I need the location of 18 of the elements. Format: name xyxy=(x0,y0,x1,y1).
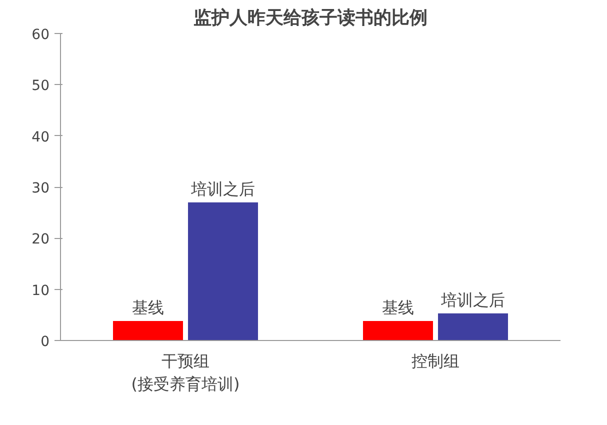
bar xyxy=(438,313,508,340)
y-tick-label: 60 xyxy=(32,27,50,43)
bar xyxy=(113,321,183,340)
y-tick-label: 50 xyxy=(32,78,50,94)
y-tick-label: 0 xyxy=(40,334,50,350)
text: 基线 xyxy=(382,298,414,318)
x-tick-label: 干预组 (接受养育培训) xyxy=(131,352,240,394)
y-tick-label: 30 xyxy=(32,180,50,196)
series-label: 培训之后 xyxy=(190,179,255,198)
bar xyxy=(188,202,258,340)
y-tick-label: 40 xyxy=(32,129,50,146)
x-tick-label: 控制组 xyxy=(412,352,460,370)
text: 培训之后 xyxy=(441,290,505,310)
bar xyxy=(363,321,433,340)
y-tick-label: 10 xyxy=(32,282,50,299)
y-tick-label: 20 xyxy=(32,232,50,248)
chart-title: 监护人昨天给孩子读书的比例 xyxy=(194,8,428,28)
series-label: 基线 xyxy=(132,298,164,318)
